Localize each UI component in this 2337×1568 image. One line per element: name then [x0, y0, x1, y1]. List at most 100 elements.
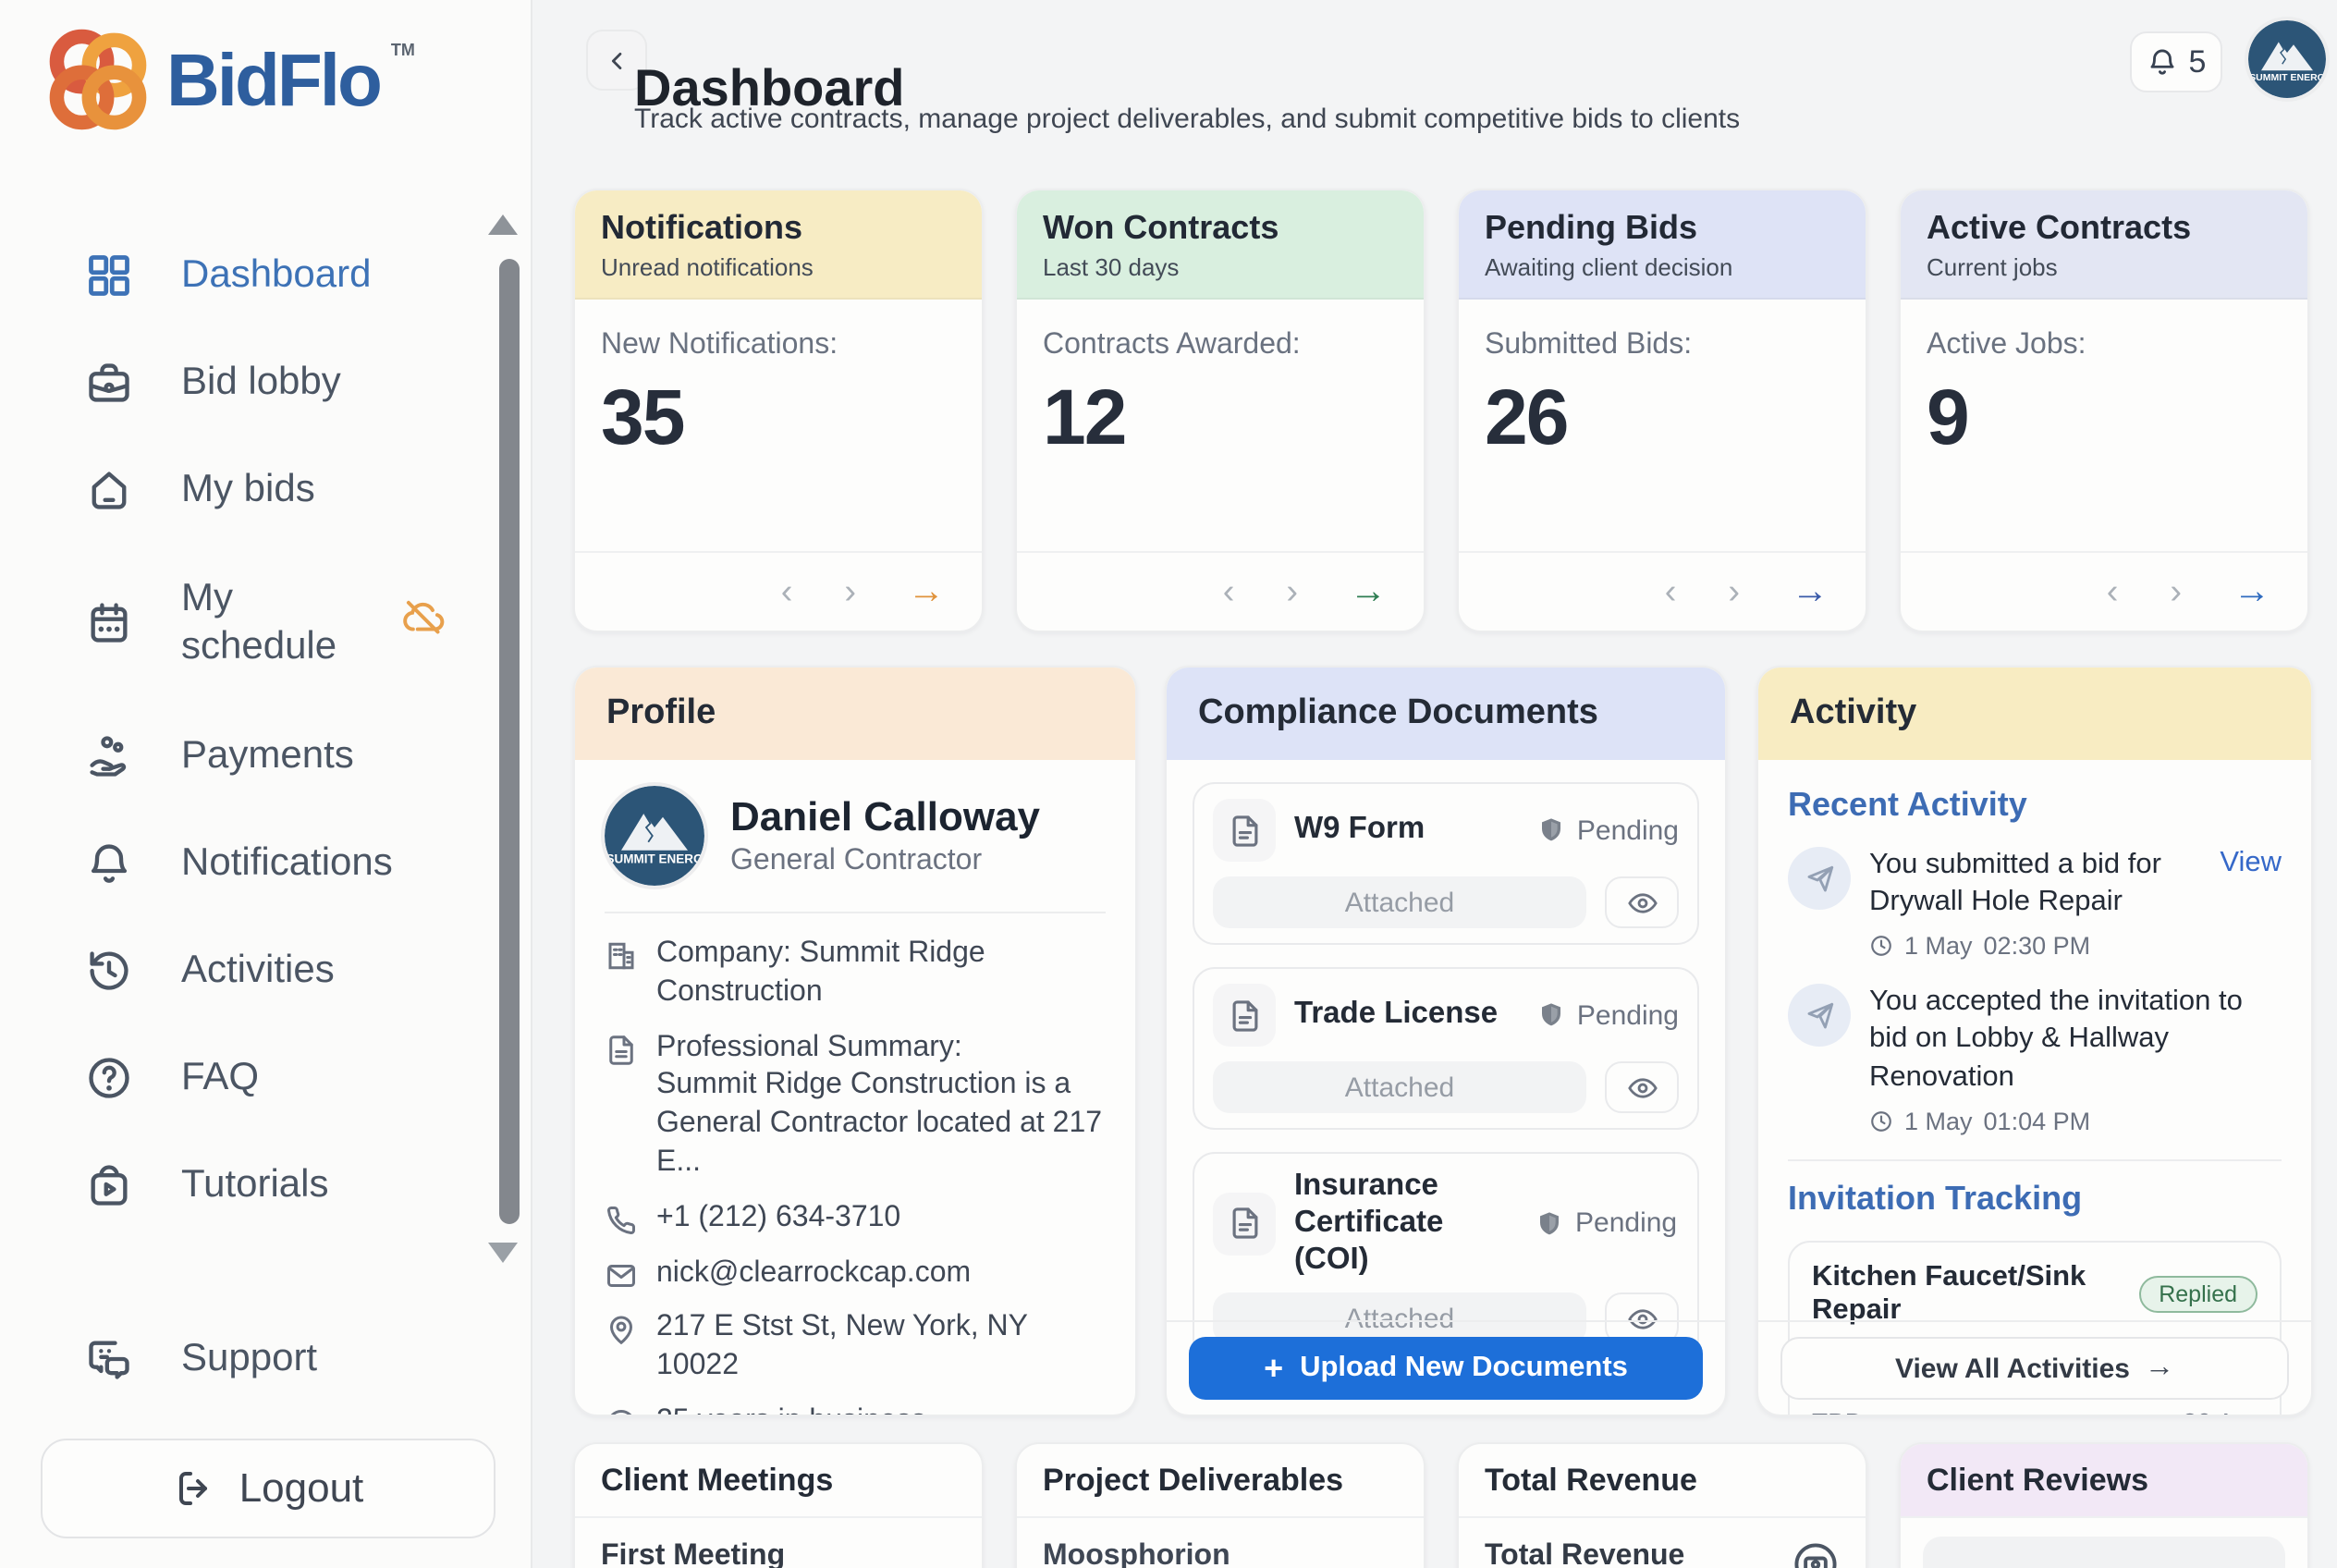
meeting-partial-label: First Meeting	[601, 1540, 785, 1568]
phone-icon	[605, 1204, 638, 1237]
total-revenue-title: Total Revenue	[1459, 1444, 1866, 1518]
invitation-tracking-heading: Invitation Tracking	[1788, 1179, 2282, 1218]
stat-value: 12	[1043, 374, 1398, 462]
profile-name: Daniel Calloway	[730, 793, 1040, 841]
activity-item: You accepted the invitation to bid on Lo…	[1788, 985, 2282, 1135]
building-icon	[605, 939, 638, 973]
stat-label: Active Jobs:	[1927, 329, 2282, 362]
recent-activity-heading: Recent Activity	[1788, 786, 2282, 825]
sidebar-item-dashboard[interactable]: Dashboard	[0, 222, 494, 329]
activity-card: Activity Recent Activity You submitted a…	[1756, 666, 2313, 1416]
revenue-partial-label: Total Revenue	[1485, 1540, 1684, 1568]
sidebar-item-my-schedule[interactable]: My schedule	[0, 544, 494, 703]
svg-text:SUMMIT ENERG: SUMMIT ENERG	[606, 851, 703, 865]
bell-icon	[2147, 46, 2178, 78]
view-document-button[interactable]	[1605, 876, 1679, 928]
support-chat-icon	[85, 1335, 133, 1383]
view-link[interactable]: View	[2220, 847, 2282, 880]
sidebar-item-payments[interactable]: Payments	[0, 703, 494, 810]
profile-email-row: nick@clearrockcap.com	[605, 1255, 1106, 1293]
stat-title: Notifications	[601, 209, 956, 248]
project-deliverables-title: Project Deliverables	[1017, 1444, 1424, 1518]
chevron-left-icon[interactable]: ‹	[1223, 574, 1235, 609]
activity-item: You submitted a bid for Drywall Hole Rep…	[1788, 847, 2282, 961]
arrow-right-icon[interactable]: →	[2233, 573, 2270, 610]
clock-icon	[1869, 935, 1893, 959]
chevron-left-icon[interactable]: ‹	[1665, 574, 1677, 609]
sidebar-item-notifications[interactable]: Notifications	[0, 810, 494, 917]
stat-value: 26	[1485, 374, 1840, 462]
bell-count: 5	[2189, 43, 2207, 80]
stat-title: Won Contracts	[1043, 209, 1398, 248]
arrow-right-icon[interactable]: →	[1350, 573, 1387, 610]
file-text-icon	[1213, 984, 1276, 1047]
client-meetings-card: Client Meetings First Meeting	[573, 1442, 984, 1568]
arrow-right-icon[interactable]: →	[1792, 573, 1829, 610]
clock-icon	[1869, 1109, 1893, 1133]
cloud-off-icon	[402, 595, 446, 651]
project-deliverables-card: Project Deliverables Moosphorion	[1015, 1442, 1425, 1568]
view-document-button[interactable]	[1605, 1061, 1679, 1113]
logout-icon	[173, 1466, 217, 1511]
sidebar-item-faq[interactable]: FAQ	[0, 1024, 494, 1132]
deliverable-partial-label: Moosphorion	[1043, 1540, 1230, 1568]
chevron-left-icon[interactable]: ‹	[2107, 574, 2119, 609]
coin-icon	[1792, 1540, 1840, 1568]
file-text-icon	[1213, 799, 1276, 862]
bidflo-logo-icon	[41, 22, 155, 137]
sidebar-scroll-down-arrow[interactable]	[488, 1243, 518, 1263]
stat-card-won-contracts: Won Contracts Last 30 days Contracts Awa…	[1015, 189, 1425, 632]
chevron-left-icon[interactable]: ‹	[781, 574, 793, 609]
stat-label: Submitted Bids:	[1485, 329, 1840, 362]
review-item-placeholder	[1923, 1537, 2285, 1568]
chevron-right-icon[interactable]: ›	[1286, 574, 1298, 609]
logout-button[interactable]: Logout	[41, 1439, 496, 1538]
sidebar-item-activities[interactable]: Activities	[0, 917, 494, 1024]
profile-years-row: 25 years in business	[605, 1403, 1106, 1416]
chevron-right-icon[interactable]: ›	[1728, 574, 1740, 609]
invitation-title: Kitchen Faucet/Sink Repair	[1812, 1260, 2123, 1327]
stat-subtitle: Last 30 days	[1043, 253, 1398, 281]
stat-label: New Notifications:	[601, 329, 956, 362]
sidebar-item-bid-lobby[interactable]: Bid lobby	[0, 329, 494, 436]
sidebar-item-my-bids[interactable]: My bids	[0, 436, 494, 544]
logout-label: Logout	[239, 1464, 364, 1513]
status-badge: Pending	[1535, 1207, 1677, 1239]
stat-card-notifications: Notifications Unread notifications New N…	[573, 189, 984, 632]
profile-card-title: Profile	[575, 668, 1135, 760]
sidebar-item-support[interactable]: Support	[0, 1305, 494, 1413]
shield-icon	[1536, 815, 1566, 845]
sidebar: BidFlo TM Dashboard Bid lobby My bids	[0, 0, 532, 1568]
shield-icon	[1536, 1000, 1566, 1030]
notifications-bell-button[interactable]: 5	[2130, 31, 2222, 92]
arrow-right-icon: →	[2145, 1352, 2174, 1385]
stat-label: Contracts Awarded:	[1043, 329, 1398, 362]
stat-subtitle: Current jobs	[1927, 253, 2282, 281]
total-revenue-card: Total Revenue Total Revenue	[1457, 1442, 1867, 1568]
arrow-right-icon[interactable]: →	[908, 573, 945, 610]
divider	[1788, 1158, 2282, 1160]
sidebar-scroll-up-arrow[interactable]	[488, 214, 518, 235]
page-subtitle: Track active contracts, manage project d…	[634, 104, 1740, 135]
document-item-w9: W9 Form Pending Attached	[1193, 782, 1699, 945]
eye-icon	[1626, 887, 1658, 918]
user-avatar[interactable]: SUMMIT ENERG	[2248, 20, 2326, 98]
bidflo-dashboard: BidFlo TM Dashboard Bid lobby My bids	[0, 0, 2337, 1568]
briefcase-icon	[85, 359, 133, 407]
chevron-left-icon	[604, 47, 630, 73]
sidebar-scrollbar-thumb[interactable]	[499, 259, 520, 1224]
client-reviews-title: Client Reviews	[1901, 1444, 2307, 1518]
view-all-activities-button[interactable]: View All Activities →	[1780, 1337, 2289, 1400]
sidebar-item-tutorials[interactable]: Tutorials	[0, 1132, 494, 1239]
eye-icon	[1626, 1072, 1658, 1103]
replied-badge: Replied	[2138, 1275, 2257, 1312]
activity-timestamp: 1 May 02:30 PM	[1869, 933, 2282, 961]
plus-icon: +	[1264, 1352, 1283, 1385]
activity-card-title: Activity	[1758, 668, 2311, 760]
send-icon	[1788, 985, 1851, 1047]
attached-pill: Attached	[1213, 1061, 1586, 1113]
chevron-right-icon[interactable]: ›	[844, 574, 856, 609]
client-meetings-title: Client Meetings	[575, 1444, 982, 1518]
chevron-right-icon[interactable]: ›	[2170, 574, 2182, 609]
upload-new-documents-button[interactable]: + Upload New Documents	[1189, 1337, 1703, 1400]
